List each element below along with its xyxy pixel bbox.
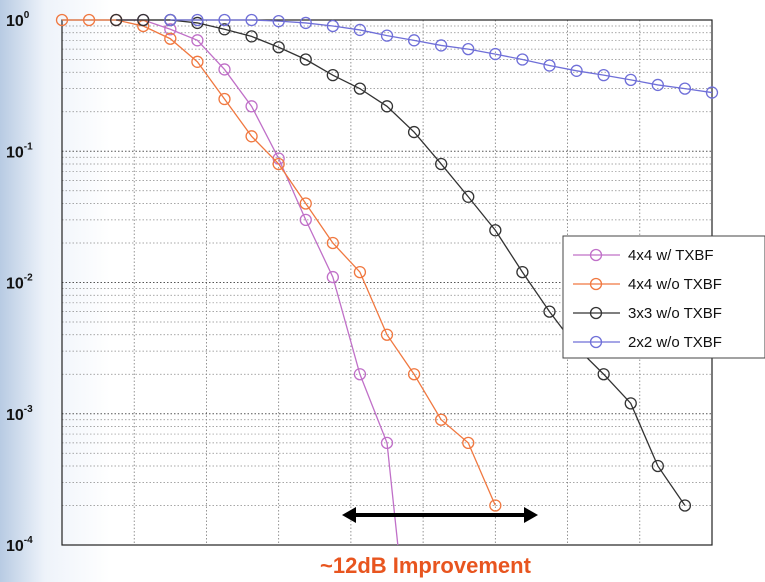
data-point: [191, 13, 204, 27]
data-point: [597, 368, 610, 381]
legend-marker: [589, 335, 603, 349]
data-point: [624, 397, 637, 410]
data-point: [272, 157, 285, 171]
data-point: [353, 368, 367, 381]
data-point: [218, 13, 231, 27]
data-point: [407, 125, 421, 139]
data-point: [462, 436, 475, 450]
data-point: [435, 39, 448, 52]
data-point: [326, 270, 339, 284]
series-line: [62, 19, 496, 506]
data-point: [272, 41, 285, 54]
data-point: [326, 236, 339, 250]
series-line: [170, 19, 713, 94]
data-point: [245, 100, 258, 113]
data-point: [164, 32, 177, 45]
data-point: [462, 42, 475, 56]
data-point: [435, 157, 448, 171]
data-point: [516, 53, 529, 66]
data-point: [651, 459, 664, 473]
data-point: [380, 436, 394, 450]
data-point: [299, 213, 312, 227]
data-point: [678, 499, 692, 512]
data-point: [543, 305, 556, 318]
legend-label: 3x3 w/o TXBF: [628, 305, 722, 322]
data-point: [516, 265, 529, 279]
data-point: [353, 265, 367, 279]
y-axis-ticks: 100 10-1 10-2 10-3 10-4: [6, 10, 33, 555]
data-point: [218, 23, 231, 36]
legend: 4x4 w/ TXBF 4x4 w/o TXBF 3x3 w/o TXBF 2x2 w…: [562, 235, 765, 359]
data-point: [380, 328, 394, 341]
data-point: [299, 53, 312, 66]
legend-label: 4x4 w/o TXBF: [628, 276, 722, 293]
data-point: [272, 15, 285, 28]
series-2: [55, 13, 502, 512]
data-point: [380, 29, 394, 42]
data-point: [489, 224, 502, 237]
data-point: [380, 100, 394, 113]
data-point: [407, 368, 421, 381]
improvement-arrow-left-head: [342, 507, 356, 523]
data-point: [164, 23, 177, 36]
legend-marker: [589, 248, 603, 262]
y-tick-label: 10-3: [6, 404, 33, 424]
data-point: [570, 64, 583, 77]
data-point: [705, 86, 719, 99]
series-line: [116, 19, 399, 546]
data-point: [326, 69, 339, 82]
data-point: [218, 63, 231, 76]
improvement-caption: ~12dB Improvement: [320, 553, 532, 578]
data-point: [299, 197, 312, 210]
y-tick-label: 10-4: [6, 535, 33, 555]
data-point: [164, 13, 177, 27]
data-point: [597, 69, 610, 82]
data-point: [678, 82, 692, 95]
data-point: [435, 413, 448, 426]
data-point: [110, 13, 123, 27]
series-4: [164, 13, 719, 99]
data-point: [82, 13, 96, 27]
y-tick-label: 10-1: [6, 141, 33, 161]
data-point: [489, 499, 502, 512]
data-point: [299, 16, 312, 30]
legend-marker: [589, 306, 603, 320]
legend-label: 4x4 w/ TXBF: [628, 247, 714, 264]
data-point: [191, 34, 204, 47]
y-tick-label: 10-2: [6, 273, 33, 293]
data-point: [651, 78, 664, 92]
legend-box: [562, 235, 765, 359]
data-point: [55, 13, 69, 27]
data-point: [353, 82, 367, 95]
data-point: [326, 19, 339, 33]
improvement-arrow-right-head: [524, 507, 538, 523]
data-point: [245, 130, 258, 143]
data-point: [191, 55, 204, 68]
data-point: [137, 13, 150, 27]
data-point: [245, 30, 258, 43]
improvement-annotation: ~12dB Improvement: [320, 507, 538, 578]
data-point: [407, 34, 421, 47]
data-point: [624, 73, 637, 86]
data-point: [218, 92, 231, 106]
data-point: [489, 47, 502, 61]
series-line: [116, 19, 686, 506]
y-tick-label: 100: [6, 10, 30, 30]
data-point: [245, 13, 258, 27]
data-point: [462, 190, 475, 203]
data-point: [543, 59, 556, 72]
data-point: [191, 16, 204, 30]
data-point: [353, 23, 367, 37]
series-1: [110, 13, 399, 546]
legend-label: 2x2 w/o TXBF: [628, 334, 722, 351]
legend-marker: [589, 277, 603, 291]
